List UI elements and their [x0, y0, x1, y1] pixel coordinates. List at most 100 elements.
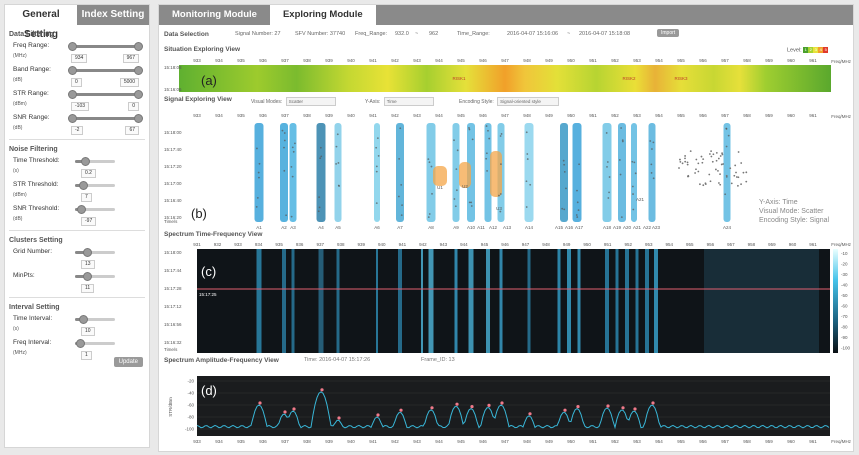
signal-band[interactable] — [560, 123, 568, 222]
range-slider[interactable] — [68, 114, 143, 123]
signal-band[interactable] — [426, 123, 436, 222]
range-min-value[interactable]: -103 — [71, 102, 90, 111]
value-slider-handle[interactable] — [83, 248, 92, 257]
range-max-value[interactable]: 967 — [122, 54, 139, 63]
range-slider-min-handle[interactable] — [68, 90, 78, 99]
signal-band[interactable] — [280, 123, 288, 222]
signal-band[interactable] — [484, 123, 492, 222]
range-max-value[interactable]: 67 — [125, 126, 139, 135]
value-slider[interactable] — [75, 339, 115, 348]
update-button[interactable]: Update — [113, 357, 143, 367]
range-slider-min-handle[interactable] — [68, 66, 78, 75]
range-max-value[interactable]: 0 — [128, 102, 139, 111]
signal-band[interactable] — [452, 123, 460, 222]
yaxis-select[interactable]: Time — [383, 97, 434, 106]
risk-label[interactable]: RISK3 — [674, 76, 688, 81]
situation-heatband[interactable] — [179, 65, 831, 92]
signal-band[interactable] — [524, 123, 534, 222]
amplitude-tick: -20 — [187, 379, 194, 384]
slider-value[interactable]: 0.2 — [81, 169, 96, 178]
peak-marker[interactable] — [430, 406, 434, 410]
uncertain-region[interactable] — [490, 151, 502, 197]
encoding-style-select[interactable]: Signal-oriented style — [497, 97, 560, 106]
signal-band[interactable] — [631, 123, 637, 222]
value-slider[interactable] — [75, 315, 115, 324]
freq-tick: 942 — [391, 113, 399, 118]
range-slider-min-handle[interactable] — [68, 42, 78, 51]
slider-value[interactable]: 10 — [81, 327, 95, 336]
range-min-value[interactable]: 0 — [71, 78, 82, 87]
value-slider[interactable] — [75, 272, 115, 281]
range-min-value[interactable]: 934 — [71, 54, 88, 63]
import-button[interactable]: Import — [657, 29, 680, 37]
peak-marker[interactable] — [455, 402, 459, 406]
range-max-value[interactable]: 5000 — [119, 78, 139, 87]
risk-label[interactable]: RISK2 — [622, 76, 636, 81]
value-slider-handle[interactable] — [79, 315, 88, 324]
uncertain-region[interactable] — [459, 162, 471, 188]
peak-marker[interactable] — [576, 405, 580, 409]
range-slider-min-handle[interactable] — [68, 114, 78, 123]
freq-tick: 951 — [589, 439, 597, 444]
signal-band[interactable] — [289, 123, 297, 222]
signal-band[interactable] — [374, 123, 380, 222]
value-slider-handle[interactable] — [83, 272, 92, 281]
range-slider[interactable] — [68, 66, 143, 75]
signal-band[interactable] — [618, 123, 626, 222]
value-slider-handle[interactable] — [77, 205, 86, 214]
peak-marker[interactable] — [399, 408, 403, 412]
peak-marker[interactable] — [258, 401, 262, 405]
signal-band[interactable] — [396, 123, 404, 222]
tab-monitoring-module[interactable]: Monitoring Module — [172, 9, 257, 20]
peak-marker[interactable] — [528, 412, 532, 416]
peak-marker[interactable] — [606, 404, 610, 408]
peak-marker[interactable] — [292, 407, 296, 411]
peak-marker[interactable] — [487, 403, 491, 407]
visual-modes-select[interactable]: Scatter — [285, 97, 336, 106]
peak-marker[interactable] — [563, 408, 567, 412]
value-slider-handle[interactable] — [81, 157, 90, 166]
slider-value[interactable]: 1 — [81, 351, 92, 360]
peak-marker[interactable] — [470, 405, 474, 409]
tab-index-setting[interactable]: Index Setting — [77, 5, 149, 25]
range-slider-max-handle[interactable] — [133, 114, 143, 123]
risk-label[interactable]: RISK1 — [452, 76, 466, 81]
range-slider-max-handle[interactable] — [133, 42, 143, 51]
tab-general-setting[interactable]: General Setting — [5, 5, 77, 40]
peak-marker[interactable] — [376, 413, 380, 417]
peak-marker[interactable] — [283, 410, 287, 414]
scatter-point — [735, 171, 737, 174]
value-slider[interactable] — [75, 157, 115, 166]
uncertain-region[interactable] — [433, 166, 447, 186]
slider-value[interactable]: 13 — [81, 260, 95, 269]
signal-band[interactable] — [572, 123, 582, 222]
scatter-point — [401, 204, 403, 207]
range-slider-max-handle[interactable] — [133, 66, 143, 75]
peak-marker[interactable] — [633, 407, 637, 411]
scatter-point — [719, 183, 722, 186]
slider-value[interactable]: -97 — [81, 217, 97, 226]
range-min-value[interactable]: -2 — [71, 126, 84, 135]
peak-marker[interactable] — [337, 416, 341, 420]
signal-band[interactable] — [334, 123, 342, 222]
range-slider[interactable] — [68, 90, 143, 99]
value-slider-handle[interactable] — [75, 339, 85, 348]
signal-band[interactable] — [316, 123, 326, 222]
signal-band[interactable] — [723, 123, 731, 222]
scatter-point — [281, 129, 284, 132]
peak-marker[interactable] — [651, 401, 655, 405]
signal-band[interactable] — [602, 123, 612, 222]
scatter-point — [431, 192, 433, 195]
peak-marker[interactable] — [320, 388, 324, 392]
value-slider[interactable] — [75, 205, 115, 214]
value-slider[interactable] — [75, 181, 115, 190]
range-slider-max-handle[interactable] — [133, 90, 143, 99]
peak-marker[interactable] — [621, 406, 625, 410]
slider-value[interactable]: 7 — [81, 193, 92, 202]
peak-marker[interactable] — [500, 401, 504, 405]
tab-exploring-module[interactable]: Exploring Module — [269, 5, 376, 25]
value-slider[interactable] — [75, 248, 115, 257]
slider-value[interactable]: 11 — [81, 284, 95, 293]
range-slider[interactable] — [68, 42, 143, 51]
value-slider-handle[interactable] — [79, 181, 88, 190]
